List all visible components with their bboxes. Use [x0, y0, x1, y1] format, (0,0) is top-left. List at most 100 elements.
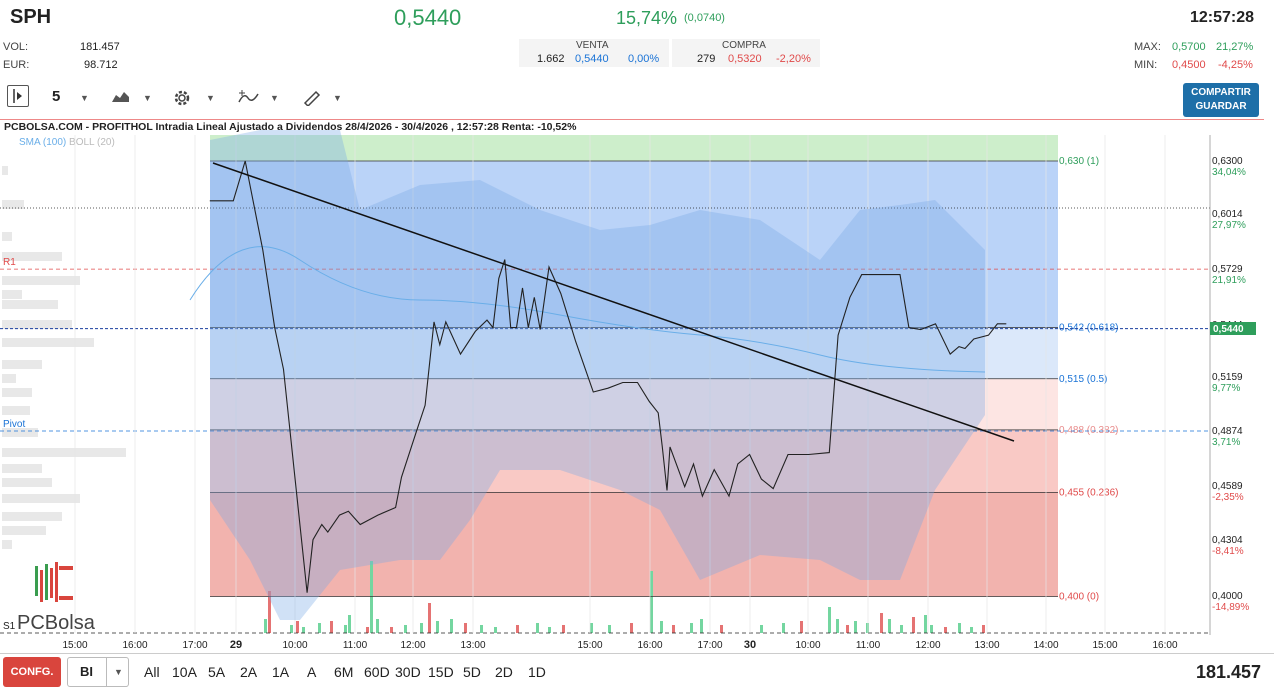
- x-tick-2: 17:00: [182, 640, 207, 651]
- y-pct-tick-1: 27,97%: [1212, 220, 1246, 231]
- volume-bar-35: [782, 623, 785, 633]
- volume-bar-9: [366, 627, 369, 633]
- gear-icon[interactable]: [171, 87, 193, 114]
- indicators-chevron-down-icon[interactable]: ▼: [270, 93, 279, 103]
- x-tick-3: 29: [230, 639, 242, 651]
- y-tick-4: 0,5159: [1212, 372, 1243, 383]
- period-button-6m[interactable]: 6M: [334, 664, 354, 680]
- x-tick-8: 15:00: [577, 640, 602, 651]
- volume-bar-21: [516, 625, 519, 633]
- y-pct-tick-4: 9,77%: [1212, 383, 1240, 394]
- period-button-2d[interactable]: 2D: [495, 664, 513, 680]
- y-pct-tick-7: -8,41%: [1212, 546, 1244, 557]
- period-button-5d[interactable]: 5D: [463, 664, 481, 680]
- fib-zone-2: [210, 327, 1058, 379]
- y-tick-6: 0,4589: [1212, 481, 1243, 492]
- share-save-button[interactable]: COMPARTIR GUARDAR: [1183, 83, 1259, 117]
- volume-bar-17: [450, 619, 453, 633]
- x-tick-7: 13:00: [460, 640, 485, 651]
- y-tick-7: 0,4304: [1212, 535, 1243, 546]
- venta-qty: 1.662: [537, 53, 565, 65]
- volume-bar-37: [828, 607, 831, 633]
- bl-chevron-down-icon[interactable]: ▼: [114, 667, 123, 677]
- volume-bar-1: [264, 619, 267, 633]
- x-tick-9: 16:00: [637, 640, 662, 651]
- chart-type-icon[interactable]: [111, 88, 131, 109]
- period-button-1d[interactable]: 1D: [528, 664, 546, 680]
- sma-line: [189, 246, 986, 373]
- volume-bar-4: [302, 627, 305, 633]
- pivot-label-2: S1: [3, 621, 16, 632]
- quote-time: 12:57:28: [1190, 9, 1255, 26]
- logo-text: PCBolsa: [17, 612, 95, 634]
- volume-bar-26: [608, 625, 611, 633]
- interval-chevron-down-icon[interactable]: ▼: [80, 93, 89, 103]
- volume-bar-25: [590, 623, 593, 633]
- chart-type-chevron-down-icon[interactable]: ▼: [143, 93, 152, 103]
- volume-bar-44: [900, 625, 903, 633]
- volume-bar-20: [494, 627, 497, 633]
- volume-bar-16: [436, 621, 439, 633]
- volume-profile-bar-2: [2, 232, 12, 241]
- interval-select[interactable]: 5: [52, 88, 61, 105]
- fib-label-0: 0,630 (1): [1059, 156, 1099, 167]
- volume-profile-bar-17: [2, 494, 80, 503]
- period-button-1a[interactable]: 1A: [272, 664, 290, 680]
- period-button-15d[interactable]: 15D: [428, 664, 454, 680]
- period-button-10a[interactable]: 10A: [172, 664, 197, 680]
- fib-label-2: 0,515 (0.5): [1059, 374, 1107, 385]
- period-button-2a[interactable]: 2A: [240, 664, 258, 680]
- x-tick-17: 15:00: [1092, 640, 1117, 651]
- x-tick-0: 15:00: [62, 640, 87, 651]
- pcbolsa-logo: PCBolsa: [3, 560, 95, 640]
- max-value: 0,5700: [1172, 41, 1206, 53]
- drawing-chevron-down-icon[interactable]: ▼: [333, 93, 342, 103]
- volume-bar-18: [464, 623, 467, 633]
- y-pct-tick-0: 34,04%: [1212, 167, 1246, 178]
- volume-bar-46: [924, 615, 927, 633]
- volume-profile-bar-5: [2, 290, 22, 299]
- volume-bar-7: [344, 625, 347, 633]
- x-tick-12: 10:00: [795, 640, 820, 651]
- min-pct: -4,25%: [1218, 59, 1253, 71]
- panel-toggle-icon[interactable]: [7, 85, 29, 107]
- trendline: [212, 162, 1015, 442]
- volume-bar-27: [630, 623, 633, 633]
- period-button-5a[interactable]: 5A: [208, 664, 226, 680]
- legend: SMA (100) BOLL (20): [19, 137, 115, 148]
- share-label: COMPARTIR: [1191, 87, 1251, 98]
- volume-profile-bar-19: [2, 526, 46, 535]
- y-pct-tick-8: -14,89%: [1212, 602, 1249, 613]
- y-tick-0: 0,6300: [1212, 156, 1243, 167]
- volume-bar-8: [348, 615, 351, 633]
- config-label: CONFG.: [10, 666, 54, 678]
- volume-bar-33: [720, 625, 723, 633]
- y-tick-1: 0,6014: [1212, 209, 1243, 220]
- settings-chevron-down-icon[interactable]: ▼: [206, 93, 215, 103]
- vol-label: VOL:: [3, 41, 29, 53]
- config-button[interactable]: CONFG.: [3, 657, 61, 687]
- volume-bar-12: [390, 627, 393, 633]
- volume-bar-11: [376, 619, 379, 633]
- price-chart[interactable]: 0,630 (1) 0,542 (0.618) 0,515 (0.5) 0,488 (…: [0, 0, 1274, 655]
- x-tick-4: 10:00: [282, 640, 307, 651]
- volume-bar-5: [318, 623, 321, 633]
- compra-pct: -2,20%: [776, 53, 811, 65]
- volume-bar-48: [944, 627, 947, 633]
- volume-profile-bar-8: [2, 338, 94, 347]
- period-button-all[interactable]: All: [144, 664, 160, 680]
- save-label: GUARDAR: [1195, 101, 1247, 112]
- period-button-a[interactable]: A: [307, 664, 317, 680]
- indicators-icon[interactable]: [238, 88, 260, 111]
- fib-zone-5: [210, 492, 1058, 597]
- period-button-60d[interactable]: 60D: [364, 664, 390, 680]
- min-label: MIN:: [1134, 59, 1158, 71]
- volume-profile-bar-12: [2, 406, 30, 415]
- pencil-icon[interactable]: [302, 88, 322, 111]
- volume-bar-29: [660, 621, 663, 633]
- bl-select[interactable]: BI ▼: [67, 657, 129, 687]
- x-tick-6: 12:00: [400, 640, 425, 651]
- period-button-30d[interactable]: 30D: [395, 664, 421, 680]
- pivot-label-1: Pivot: [3, 419, 25, 430]
- fib-label-4: 0,455 (0.236): [1059, 487, 1119, 498]
